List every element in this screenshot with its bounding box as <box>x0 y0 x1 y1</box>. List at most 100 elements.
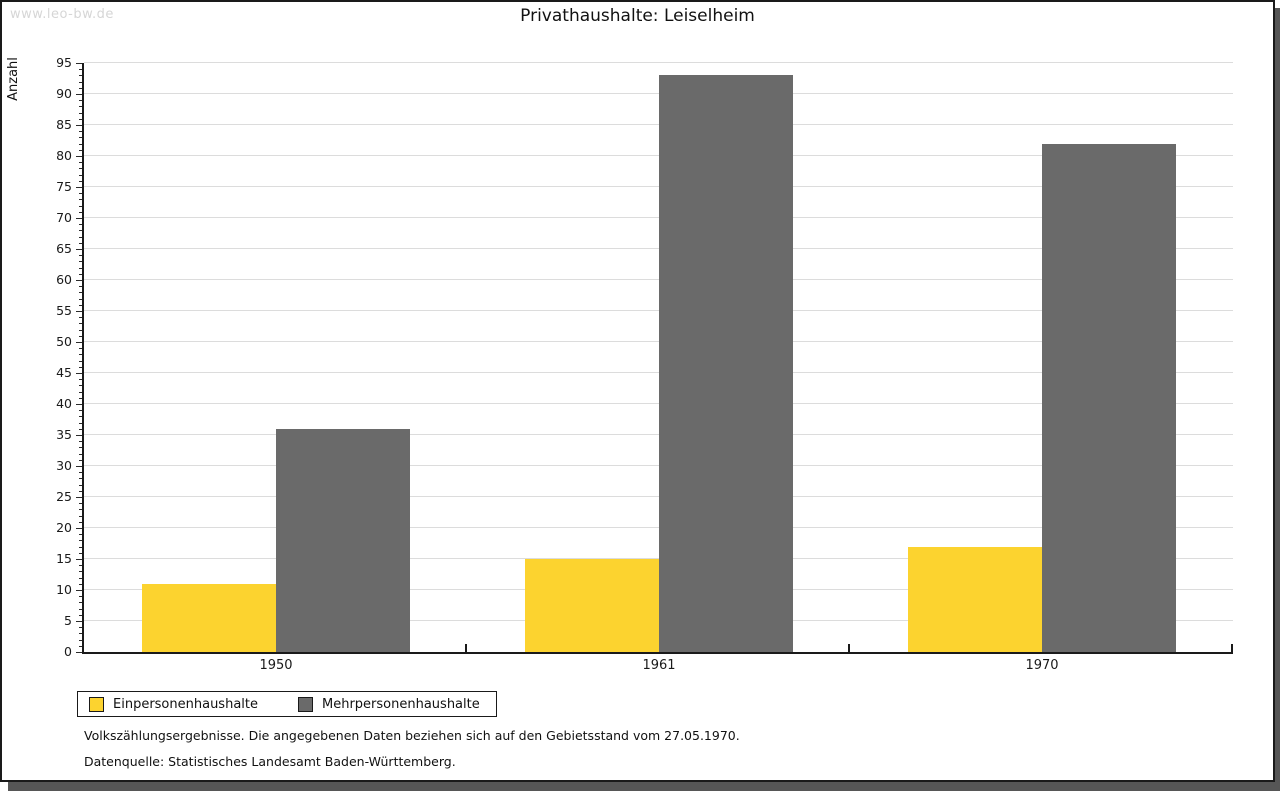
y-axis-minor-tick <box>79 460 82 461</box>
y-axis-tick-label: 60 <box>56 272 72 287</box>
y-axis-tick-label: 80 <box>56 148 72 163</box>
y-axis-minor-tick <box>79 416 82 417</box>
gridline-y-70 <box>84 217 1233 218</box>
gridline-y-50 <box>84 341 1233 342</box>
y-axis-minor-tick <box>79 385 82 386</box>
y-axis-major-tick-10 <box>76 590 82 591</box>
gridline-y-25 <box>84 496 1233 497</box>
y-axis-tick-label: 65 <box>56 241 72 256</box>
y-axis-minor-tick <box>79 578 82 579</box>
y-axis-minor-tick <box>79 106 82 107</box>
y-axis-minor-tick <box>79 516 82 517</box>
y-axis-minor-tick <box>79 175 82 176</box>
frame-shadow-right <box>1275 8 1280 791</box>
y-axis-minor-tick <box>79 268 82 269</box>
y-axis-minor-tick <box>79 137 82 138</box>
y-axis-tick-label: 50 <box>56 334 72 349</box>
legend-entry-mehrpersonenhaushalte: Mehrpersonenhaushalte <box>298 696 480 712</box>
y-axis-major-tick-70 <box>76 218 82 219</box>
bar-mehrpersonenhaushalte-1950 <box>276 429 410 652</box>
y-axis-major-tick-45 <box>76 373 82 374</box>
y-axis-minor-tick <box>79 286 82 287</box>
y-axis-minor-tick <box>79 379 82 380</box>
y-axis-minor-tick <box>79 596 82 597</box>
y-axis-minor-tick <box>79 168 82 169</box>
gridline-y-20 <box>84 527 1233 528</box>
gridline-y-80 <box>84 155 1233 156</box>
y-axis-tick-label: 30 <box>56 458 72 473</box>
y-axis-major-tick-80 <box>76 156 82 157</box>
y-axis-minor-tick <box>79 392 82 393</box>
y-axis-minor-tick <box>79 75 82 76</box>
y-axis-tick-label: 25 <box>56 489 72 504</box>
y-axis-tick-label: 75 <box>56 179 72 194</box>
y-axis-minor-tick <box>79 261 82 262</box>
legend-swatch-icon <box>298 696 313 712</box>
y-axis-minor-tick <box>79 88 82 89</box>
bar-einpersonenhaushalte-1961 <box>525 559 659 652</box>
footnote-census: Volkszählungsergebnisse. Die angegebenen… <box>84 728 740 743</box>
y-axis-minor-tick <box>79 181 82 182</box>
y-axis-major-tick-40 <box>76 404 82 405</box>
y-axis-minor-tick <box>79 454 82 455</box>
y-axis-major-tick-30 <box>76 466 82 467</box>
bar-mehrpersonenhaushalte-1970 <box>1042 144 1176 652</box>
y-axis-tick-label: 95 <box>56 55 72 70</box>
footnote-source: Datenquelle: Statistisches Landesamt Bad… <box>84 754 456 769</box>
frame-shadow-bottom <box>8 782 1280 791</box>
y-axis-minor-tick <box>79 565 82 566</box>
y-axis-minor-tick <box>79 144 82 145</box>
y-axis-major-tick-0 <box>76 652 82 653</box>
y-axis-minor-tick <box>79 602 82 603</box>
y-axis-minor-tick <box>79 82 82 83</box>
y-axis-major-tick-15 <box>76 559 82 560</box>
y-axis-minor-tick <box>79 162 82 163</box>
y-axis-minor-tick <box>79 119 82 120</box>
y-axis-tick-label: 5 <box>64 613 72 628</box>
y-axis-minor-tick <box>79 336 82 337</box>
y-axis-minor-tick <box>79 69 82 70</box>
gridline-y-35 <box>84 434 1233 435</box>
bar-einpersonenhaushalte-1970 <box>908 547 1042 652</box>
y-axis-tick-label: 55 <box>56 303 72 318</box>
y-axis-minor-tick <box>79 503 82 504</box>
gridline-y-40 <box>84 403 1233 404</box>
y-axis-minor-tick <box>79 354 82 355</box>
y-axis-tick-label: 0 <box>64 644 72 659</box>
y-axis-tick-label: 10 <box>56 582 72 597</box>
y-axis-minor-tick <box>79 646 82 647</box>
legend-box: Einpersonenhaushalte Mehrpersonenhaushalt… <box>77 691 497 717</box>
legend-label: Einpersonenhaushalte <box>113 696 258 712</box>
bar-mehrpersonenhaushalte-1961 <box>659 75 793 652</box>
y-axis-tick-label: 85 <box>56 117 72 132</box>
y-axis-minor-tick <box>79 522 82 523</box>
y-axis-minor-tick <box>79 292 82 293</box>
bar-einpersonenhaushalte-1950 <box>142 584 276 652</box>
gridline-y-45 <box>84 372 1233 373</box>
chart-title: Privathaushalte: Leiselheim <box>520 6 755 26</box>
x-axis-category-label-1961: 1961 <box>642 658 676 673</box>
y-axis-tick-label: 90 <box>56 86 72 101</box>
y-axis-minor-tick <box>79 323 82 324</box>
y-axis-minor-tick <box>79 615 82 616</box>
gridline-y-95 <box>84 62 1233 63</box>
y-axis-minor-tick <box>79 609 82 610</box>
y-axis-minor-tick <box>79 330 82 331</box>
y-axis-minor-tick <box>79 206 82 207</box>
gridline-y-30 <box>84 465 1233 466</box>
y-axis-minor-tick <box>79 348 82 349</box>
y-axis-major-tick-90 <box>76 94 82 95</box>
x-axis-category-label-1970: 1970 <box>1025 658 1059 673</box>
x-axis-boundary-tick-3 <box>1231 644 1233 652</box>
y-axis-minor-tick <box>79 367 82 368</box>
y-axis-minor-tick <box>79 571 82 572</box>
y-axis-major-tick-35 <box>76 435 82 436</box>
y-axis-major-tick-65 <box>76 249 82 250</box>
y-axis-minor-tick <box>79 299 82 300</box>
gridline-y-15 <box>84 558 1233 559</box>
gridline-y-65 <box>84 248 1233 249</box>
x-axis-boundary-tick-2 <box>848 644 850 652</box>
y-axis-minor-tick <box>79 509 82 510</box>
y-axis-minor-tick <box>79 212 82 213</box>
y-axis-minor-tick <box>79 410 82 411</box>
